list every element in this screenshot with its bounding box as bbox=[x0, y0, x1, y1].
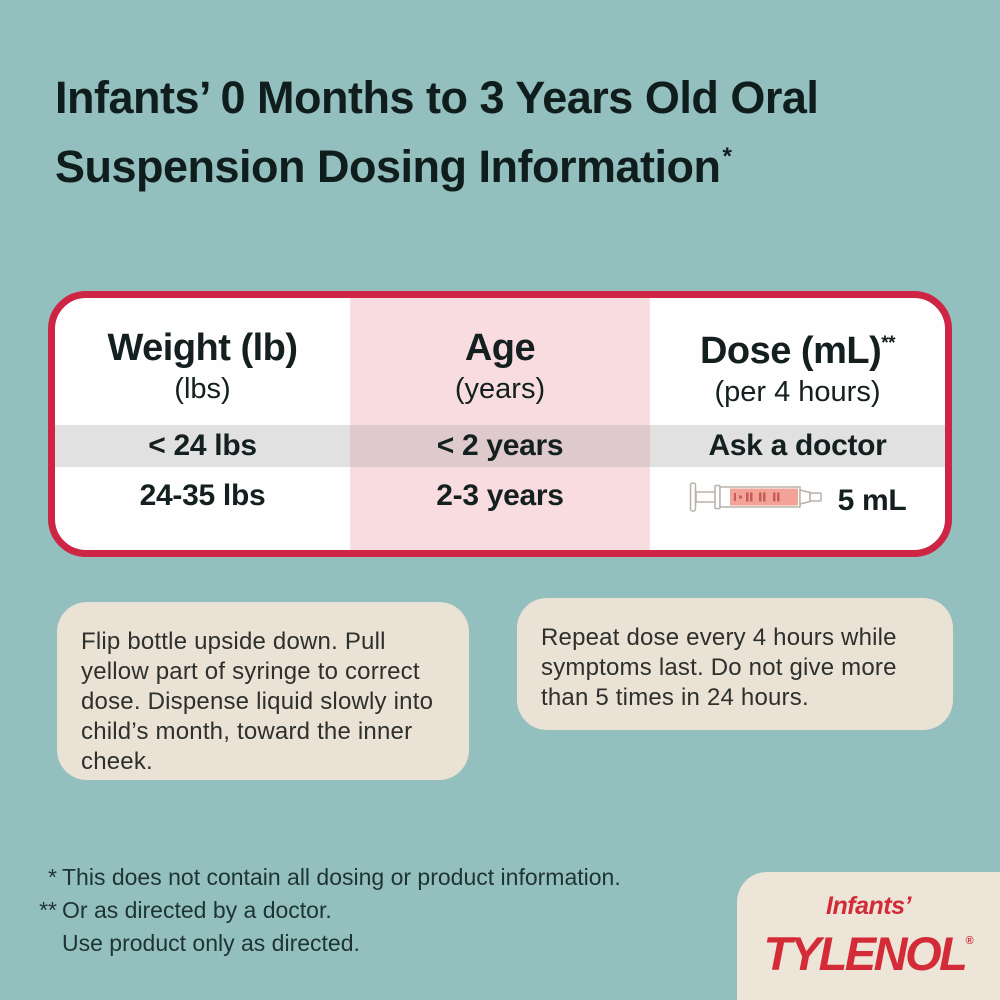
footnote-doctor-directed: ** Or as directed by a doctor. bbox=[39, 897, 332, 923]
table-cell-weight-row2: 24-35 lbs bbox=[139, 479, 266, 512]
age-column-highlight bbox=[350, 298, 650, 550]
dosing-table: Weight (lb) (lbs) Age (years) Dose (mL)*… bbox=[55, 298, 945, 550]
table-cell-dose-row2: 5 mL bbox=[650, 467, 945, 550]
registered-trademark-icon: ® bbox=[965, 935, 974, 947]
table-cell-age-row2: 2-3 years bbox=[436, 479, 564, 512]
footnote-use-as-directed: Use product only as directed. bbox=[62, 930, 360, 956]
table-cell-dose-row1: Ask a doctor bbox=[708, 429, 887, 462]
dosing-table-card: Weight (lb) (lbs) Age (years) Dose (mL)*… bbox=[48, 291, 952, 557]
instruction-box-syringe-use: Flip bottle upside down. Pull yellow par… bbox=[57, 602, 469, 780]
footnotes: * This does not contain all dosing or pr… bbox=[28, 861, 621, 960]
dose-value-label: 5 mL bbox=[837, 484, 907, 517]
brand-logo-infants-label: Infants’ bbox=[826, 892, 911, 920]
column-header-dose: Dose (mL)** (per 4 hours) bbox=[699, 330, 896, 408]
row-highlight-band bbox=[55, 425, 945, 467]
footnote-dosing-info: * This does not contain all dosing or pr… bbox=[48, 864, 621, 890]
brand-logo-box: Infants’ TYLENOL® bbox=[737, 872, 1000, 1000]
title-footnote-marker: * bbox=[722, 143, 732, 170]
page-title: Infants’ 0 Months to 3 Years Old Oral Su… bbox=[55, 68, 819, 196]
table-cell-age-row1: < 2 years bbox=[436, 429, 564, 462]
table-cell-weight-row1: < 24 lbs bbox=[148, 429, 257, 462]
tylenol-logo: TYLENOL® bbox=[763, 927, 974, 980]
page-title-line2: Suspension Dosing Information* bbox=[55, 141, 732, 192]
column-header-weight: Weight (lb) (lbs) bbox=[107, 326, 298, 405]
syringe-icon bbox=[689, 479, 824, 523]
column-header-age: Age (years) bbox=[454, 326, 546, 405]
instruction-box-repeat-dose: Repeat dose every 4 hours while symptoms… bbox=[517, 598, 953, 730]
page-title-line1: Infants’ 0 Months to 3 Years Old Oral bbox=[55, 72, 819, 123]
dose-footnote-marker: ** bbox=[881, 333, 896, 354]
